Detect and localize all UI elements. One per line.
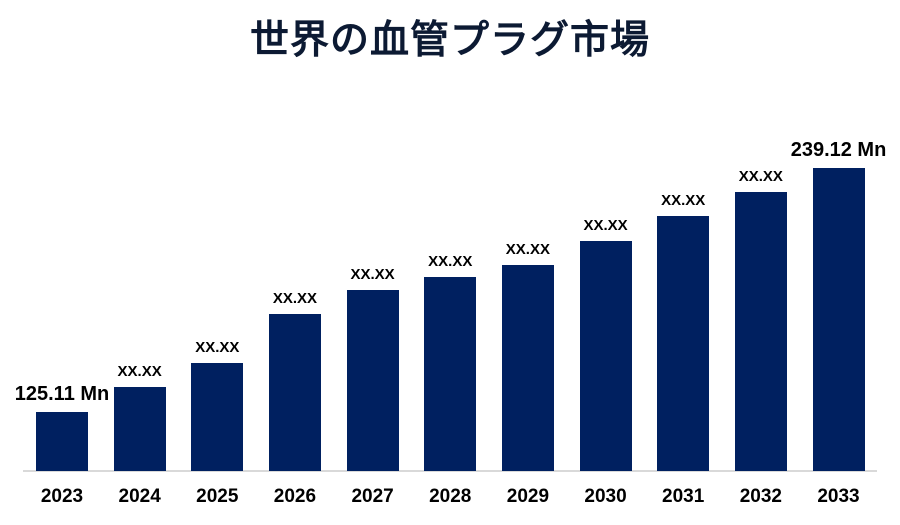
x-axis-label: 2024: [118, 486, 161, 507]
bar: [657, 216, 710, 471]
x-axis-label: 2023: [40, 486, 84, 507]
bar-value-label: XX.XX: [350, 266, 395, 283]
bar: [346, 290, 399, 471]
bar: [36, 412, 88, 471]
bar-value-label: 239.12 Mn: [790, 139, 887, 161]
bar-value-label: XX.XX: [738, 168, 783, 185]
bar-value-label: XX.XX: [117, 363, 162, 380]
bar-value-label: XX.XX: [272, 290, 318, 307]
x-axis-label: 2028: [429, 486, 472, 507]
x-axis-label: 2030: [584, 486, 627, 507]
x-axis-label: 2027: [351, 486, 394, 507]
x-axis-label: 2029: [506, 486, 550, 507]
bar: [268, 314, 321, 471]
x-axis-label: 2032: [739, 486, 782, 507]
x-axis-label: 2031: [662, 486, 705, 507]
x-axis-line: [23, 470, 877, 472]
bar: [579, 241, 632, 471]
bar: [424, 277, 477, 471]
bar-value-label: XX.XX: [583, 217, 628, 234]
bar-value-label: XX.XX: [661, 192, 706, 209]
x-axis-label: 2025: [196, 486, 239, 507]
bar: [812, 168, 865, 471]
x-axis-label: 2033: [817, 486, 860, 507]
bar-value-label: XX.XX: [428, 253, 473, 270]
bar: [113, 387, 166, 471]
x-axis-label: 2026: [273, 486, 317, 507]
bar-value-label: XX.XX: [195, 339, 240, 356]
bar: [501, 265, 554, 471]
bar: [191, 363, 244, 471]
chart-title: 世界の血管プラグ市場: [249, 19, 650, 62]
bar-value-label: 125.11 Mn: [14, 383, 110, 405]
bar-value-label: XX.XX: [505, 241, 550, 258]
bar: [734, 192, 787, 471]
